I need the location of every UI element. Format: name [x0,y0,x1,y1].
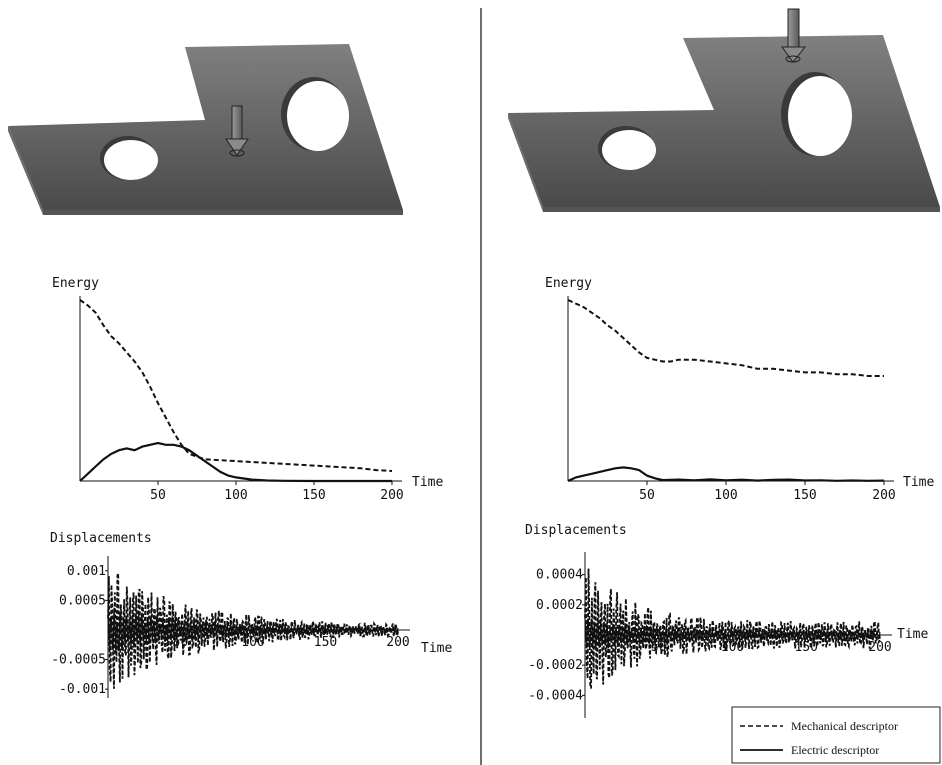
y-axis-label: Displacements [50,531,152,546]
x-tick-label: 150 [793,488,816,503]
x-tick-label: 150 [795,640,818,655]
electric-series-line [79,441,392,483]
legend-box [731,706,941,764]
hole [602,130,656,170]
plate-top [508,35,940,207]
x-tick-label: 50 [639,488,655,503]
x-tick-label: 50 [173,635,189,650]
x-tick-label: 200 [872,488,895,503]
x-tick-label: 50 [651,640,667,655]
y-axis-label: Energy [52,276,99,291]
x-tick-label: 200 [380,488,403,503]
legend-electric-label: Electric descriptor [791,743,879,757]
x-axis-label: Time [903,475,934,490]
y-tick-label: -0.0004 [528,688,583,703]
left-energy-chart: 50 100 150 200 Energy Time [52,276,443,503]
x-tick-label: 50 [150,488,166,503]
y-tick-label: 0.0004 [536,568,583,583]
x-axis-label: Time [412,475,443,490]
load-arrow-icon [225,105,249,157]
right-energy-chart: 50 100 150 200 Energy Time [545,276,934,503]
x-tick-label: 100 [721,640,744,655]
left-plate-illustration [8,44,403,215]
hole [788,76,852,156]
x-axis-label: Time [897,627,928,642]
electric-series-line [567,466,885,483]
hole [287,81,349,151]
y-axis-label: Energy [545,276,592,291]
plate-side [543,207,940,212]
mechanical-series-line [567,299,884,377]
y-axis-label: Displacements [525,523,627,538]
plate-side [8,126,43,215]
right-plate-illustration [508,8,940,212]
load-arrow-icon [781,8,807,63]
hole [104,140,158,180]
x-tick-label: 100 [241,635,264,650]
x-axis-label: Time [421,641,452,656]
y-tick-label: -0.0002 [528,658,583,673]
x-tick-label: 200 [868,640,891,655]
mechanical-series-line [79,299,393,472]
right-displacements-chart: 0.0004 0.0002 -0.0002 -0.0004 Displacements T… [525,523,928,718]
legend-mechanical-label: Mechanical descriptor [791,719,898,733]
x-tick-label: 100 [714,488,737,503]
plate-side [508,113,543,212]
left-displacements-chart: 0.001 0.0005 -0.0005 -0.001 Displacements Tim… [50,531,452,698]
legend: Mechanical descriptor Electric descripto… [731,706,941,764]
y-tick-label: -0.001 [59,682,106,697]
y-tick-label: 0.0005 [59,593,106,608]
x-tick-label: 100 [224,488,247,503]
x-tick-label: 150 [302,488,325,503]
electric-series-line [107,607,399,653]
y-tick-label: 0.001 [67,564,106,579]
x-tick-label: 200 [386,635,409,650]
x-tick-label: 150 [314,635,337,650]
y-tick-label: -0.0005 [51,653,106,668]
y-tick-label: 0.0002 [536,598,583,613]
plate-side [43,210,403,215]
mechanical-series-line [107,572,399,689]
